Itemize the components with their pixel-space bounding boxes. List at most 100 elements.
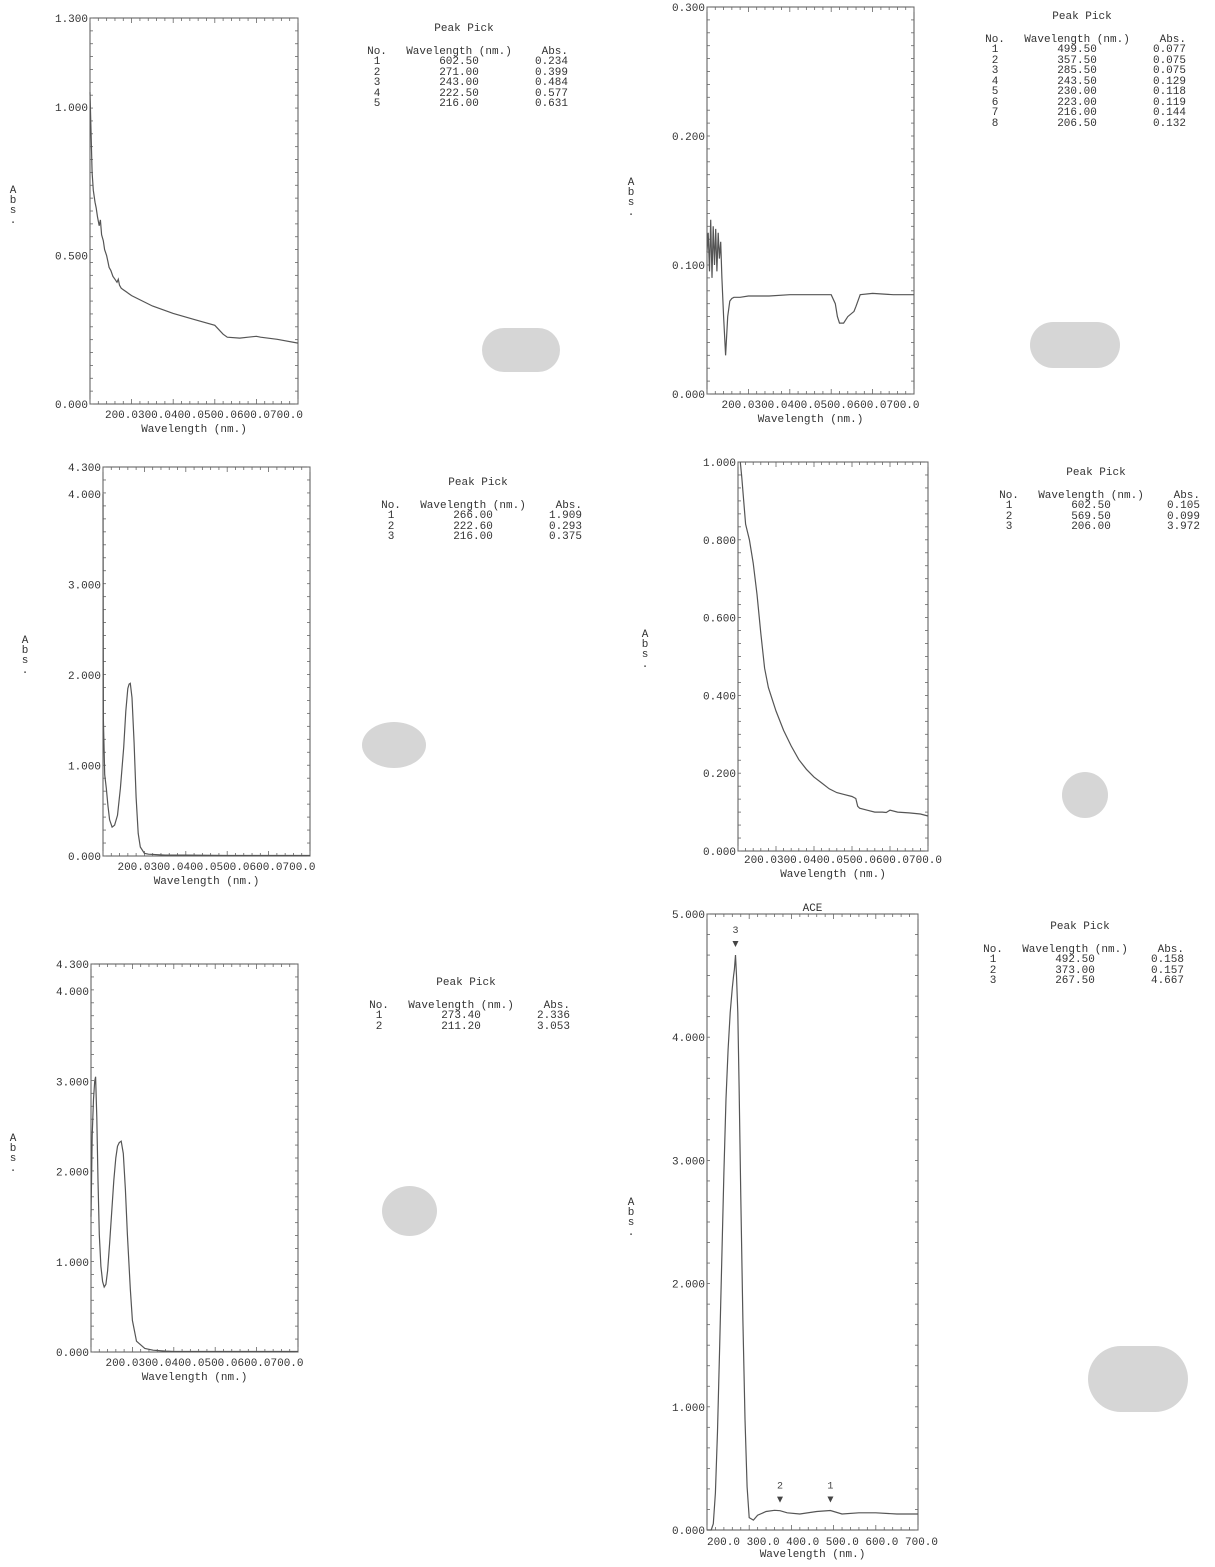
peak-marker-arrow — [777, 1496, 784, 1503]
peak-pick-cell: 0.234 — [534, 56, 568, 68]
peak-pick-header: Abs. — [543, 999, 570, 1012]
peak-pick-cell: 0.105 — [1166, 500, 1200, 512]
peak-marker-label: 2 — [777, 1482, 783, 1493]
y-axis-label-char: s — [9, 205, 17, 217]
peak-pick-cell: 0.293 — [548, 520, 582, 533]
y-tick-label: 2.000 — [56, 1168, 89, 1180]
peak-pick-row: 1 499.50 0.077 — [978, 45, 1186, 56]
x-axis-title: Wavelength (nm.) — [780, 869, 886, 881]
y-tick-label: 3.000 — [56, 1077, 89, 1089]
spectrum-line — [89, 92, 299, 344]
peak-marker-arrow — [732, 941, 739, 948]
y-axis-label-char: A — [641, 629, 649, 641]
y-tick-label: 0.200 — [672, 132, 705, 144]
peak-pick-cell: 243.50 — [1057, 75, 1097, 88]
peak-pick-cell: 4 — [373, 87, 381, 100]
peak-pick-cell: 243.00 — [439, 77, 479, 89]
peak-pick-header: No. — [369, 999, 389, 1012]
plot-frame — [90, 963, 299, 1353]
peak-pick-row: 2 222.60 0.293 — [374, 520, 582, 533]
peak-pick-cell: 273.40 — [441, 1010, 481, 1022]
peak-pick-grid: No. Wavelength (nm.) Abs. 1 492.50 0.158 2 373.… — [976, 943, 1184, 987]
peak-pick-grid: No. Wavelength (nm.) Abs. 1 602.50 0.105 2 569.… — [992, 489, 1200, 533]
peak-pick-header: Wavelength (nm.) — [406, 45, 512, 58]
y-tick-label: 1.300 — [55, 14, 88, 26]
peak-pick-cell: 206.00 — [1071, 521, 1111, 533]
peak-pick-cell: 206.50 — [1057, 117, 1097, 130]
x-tick-labels: 200.0300.0400.0500.0600.0700.0 — [105, 1358, 303, 1370]
peak-pick-cell: 5 — [373, 98, 381, 110]
peak-pick-cell: 0.077 — [1152, 44, 1186, 56]
peak-pick-header: Wavelength (nm.) — [408, 999, 514, 1012]
peak-pick-cell: 3 — [373, 77, 381, 89]
y-tick-label: 0.200 — [703, 769, 736, 781]
y-axis-label-char: A — [21, 635, 29, 647]
peak-pick-cell: 7 — [991, 107, 999, 119]
peak-pick-cell: 266.00 — [453, 510, 493, 522]
peak-pick-cell: 0.158 — [1150, 954, 1184, 966]
y-tick-label: 1.000 — [56, 1258, 89, 1270]
y-tick-label: 0.100 — [672, 261, 705, 273]
peak-pick-table-1: Peak Pick No. Wavelength (nm.) Abs. 1 602.50 0… — [360, 24, 568, 110]
peak-pick-header: Abs. — [541, 45, 568, 58]
y-axis-label-char: b — [9, 195, 17, 207]
y-tick-label: 1.000 — [672, 1403, 705, 1415]
peak-pick-header: Abs. — [1159, 33, 1186, 46]
y-tick-label: 1.000 — [68, 762, 101, 774]
plot-frame — [89, 17, 299, 405]
peak-pick-row: 1 266.00 1.909 — [374, 511, 582, 522]
peak-pick-row: 3 216.00 0.375 — [374, 532, 582, 543]
y-axis-label-char: A — [9, 1133, 17, 1145]
peak-pick-cell: 2 — [373, 66, 381, 79]
y-tick-label: 3.000 — [672, 1156, 705, 1168]
peak-pick-header: Wavelength (nm.) — [1022, 943, 1128, 956]
peak-pick-header: No. — [381, 499, 401, 512]
peak-pick-cell: 216.00 — [439, 98, 479, 110]
spectrum-chart-6: 0.000 1.000 2.000 3.000 4.000 5.000 200.0 300.… — [672, 903, 938, 1561]
peak-pick-row: 3 206.00 3.972 — [992, 522, 1200, 533]
peak-pick-row: 1 602.50 0.105 — [992, 501, 1200, 512]
y-tick-label: 5.000 — [672, 910, 705, 922]
y-axis-label-char: b — [627, 187, 635, 199]
peak-pick-grid: No. Wavelength (nm.) Abs. 1 602.50 0.234 2 271.… — [360, 45, 568, 110]
spectrum-chart-5: 0.000 1.000 2.000 3.000 4.000 4.300 200.0300.0… — [56, 960, 304, 1384]
peak-pick-cell: 0.075 — [1152, 65, 1186, 77]
y-tick-label: 0.500 — [55, 252, 88, 264]
redaction-blob — [1062, 772, 1108, 818]
y-axis-label-char: . — [21, 665, 29, 677]
y-tick-label: 4.300 — [68, 463, 101, 475]
peak-pick-cell: 5 — [991, 86, 999, 98]
x-tick-labels: 200.0 300.0 400.0 500.0 600.0 700.0 — [707, 1537, 938, 1549]
plot-frame — [706, 6, 915, 395]
peak-pick-cell: 0.631 — [534, 98, 568, 110]
x-tick-labels: 200.0300.0400.0500.0600.0700.0 — [105, 410, 303, 422]
peak-pick-cell: 222.50 — [439, 87, 479, 100]
peak-pick-row: 2 373.00 0.157 — [976, 965, 1184, 977]
y-axis-label-char: s — [627, 1217, 635, 1229]
peak-pick-cell: 4.667 — [1150, 975, 1184, 987]
peak-pick-header: No. — [999, 489, 1019, 502]
spectrum-chart-4: 0.000 0.200 0.400 0.600 0.800 1.000 200.0300.0… — [703, 458, 942, 881]
peak-pick-row: 3 243.00 0.484 — [360, 78, 568, 89]
y-tick-label: 2.000 — [672, 1280, 705, 1292]
peak-pick-cell: 222.60 — [453, 520, 493, 533]
peak-pick-row: 4 243.50 0.129 — [978, 75, 1186, 88]
peak-pick-cell: 492.50 — [1055, 954, 1095, 966]
peak-pick-header: No. — [367, 45, 387, 58]
y-tick-label: 4.000 — [68, 490, 101, 502]
y-tick-label: 0.000 — [56, 1348, 89, 1360]
peak-pick-row: 3 285.50 0.075 — [978, 66, 1186, 77]
peak-pick-cell: 1 — [375, 1010, 383, 1022]
y-axis-label-char: s — [627, 197, 635, 209]
y-axis-label-char: b — [21, 645, 29, 657]
y-tick-label: 0.000 — [55, 400, 88, 412]
peak-pick-row: 8 206.50 0.132 — [978, 117, 1186, 130]
y-axis-label-char: b — [627, 1207, 635, 1219]
peak-marker-label: 1 — [827, 1482, 833, 1493]
peak-pick-header: Wavelength (nm.) — [420, 499, 526, 512]
y-tick-label: 0.000 — [703, 847, 736, 859]
peak-pick-row: 7 216.00 0.144 — [978, 108, 1186, 119]
